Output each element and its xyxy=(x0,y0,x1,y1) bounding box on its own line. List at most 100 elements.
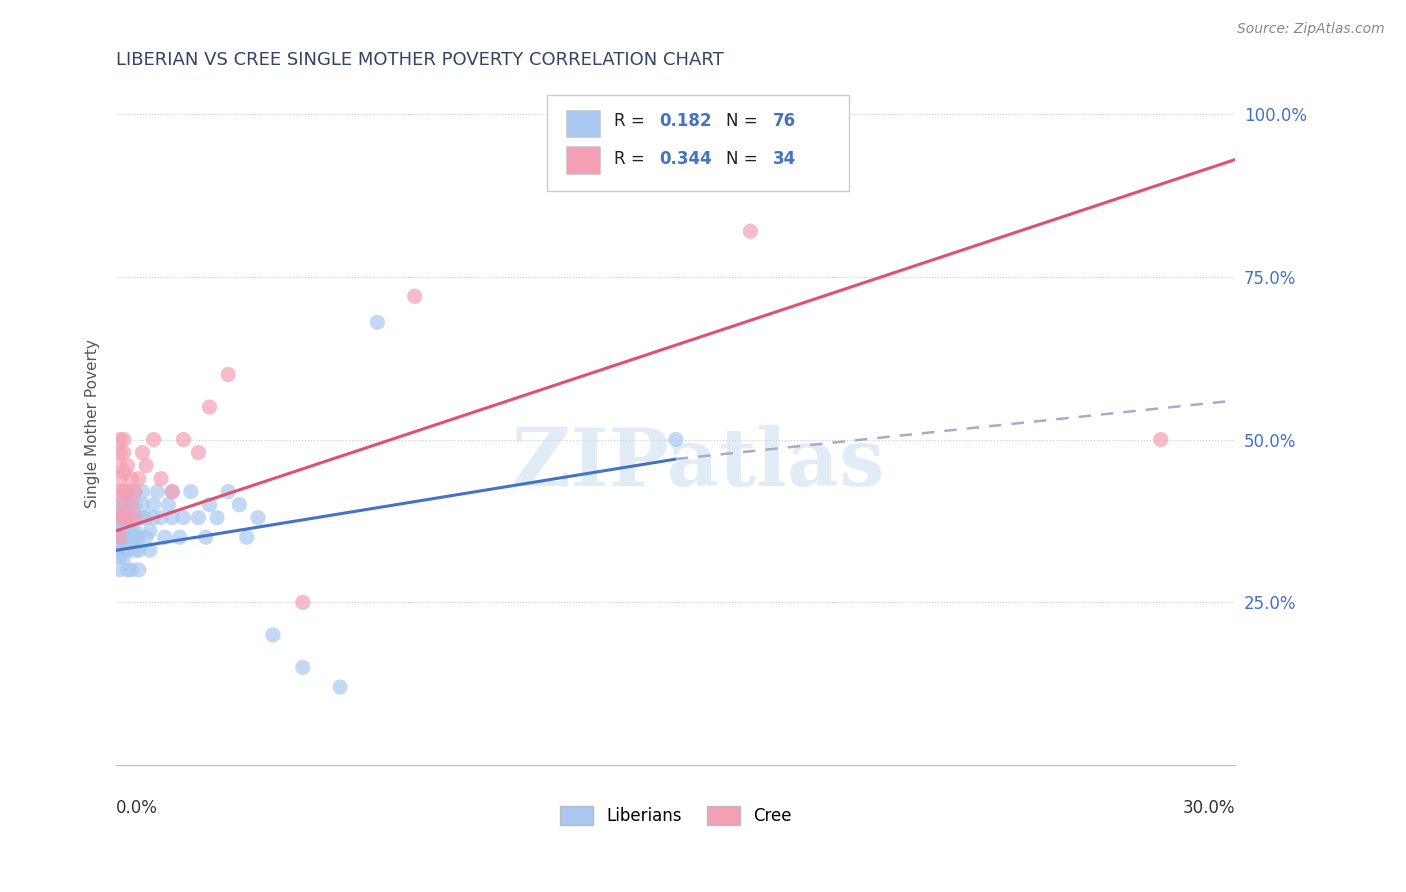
Point xyxy=(108,458,131,473)
Point xyxy=(108,504,131,518)
Point xyxy=(117,524,139,538)
Point xyxy=(112,510,135,524)
Point xyxy=(135,510,157,524)
Point xyxy=(112,445,135,459)
Point xyxy=(187,510,209,524)
Point xyxy=(205,510,228,524)
Point xyxy=(217,484,239,499)
Point xyxy=(120,498,142,512)
Point xyxy=(117,543,139,558)
FancyBboxPatch shape xyxy=(547,95,849,191)
Point xyxy=(198,400,221,414)
Point xyxy=(108,524,131,538)
Point xyxy=(108,524,131,538)
Point xyxy=(120,530,142,544)
Text: Source: ZipAtlas.com: Source: ZipAtlas.com xyxy=(1237,22,1385,37)
Point xyxy=(108,484,131,499)
Point xyxy=(160,484,183,499)
Point xyxy=(131,510,153,524)
Point xyxy=(228,498,250,512)
Point xyxy=(112,530,135,544)
Point xyxy=(117,498,139,512)
Point xyxy=(128,510,150,524)
Point xyxy=(124,530,146,544)
Point xyxy=(135,458,157,473)
Point xyxy=(172,433,194,447)
Point xyxy=(112,517,135,532)
Point xyxy=(1150,433,1173,447)
Point xyxy=(198,498,221,512)
Point xyxy=(128,530,150,544)
Point xyxy=(117,510,139,524)
Text: 30.0%: 30.0% xyxy=(1182,799,1236,817)
Point xyxy=(131,484,153,499)
Point xyxy=(128,563,150,577)
FancyBboxPatch shape xyxy=(567,146,600,174)
Point xyxy=(131,498,153,512)
Text: 76: 76 xyxy=(773,112,796,130)
Point xyxy=(665,433,688,447)
Point xyxy=(120,563,142,577)
Point xyxy=(108,549,131,564)
Text: N =: N = xyxy=(725,150,763,168)
Point xyxy=(108,498,131,512)
Point xyxy=(262,628,284,642)
Point xyxy=(120,498,142,512)
Point xyxy=(169,530,191,544)
Point xyxy=(108,563,131,577)
Point xyxy=(740,224,762,238)
Point xyxy=(108,510,131,524)
Point xyxy=(108,530,131,544)
Point xyxy=(112,484,135,499)
Point xyxy=(112,549,135,564)
Point xyxy=(117,530,139,544)
Text: R =: R = xyxy=(614,150,650,168)
Text: LIBERIAN VS CREE SINGLE MOTHER POVERTY CORRELATION CHART: LIBERIAN VS CREE SINGLE MOTHER POVERTY C… xyxy=(117,51,724,69)
Point xyxy=(329,680,352,694)
Point xyxy=(131,445,153,459)
Point xyxy=(146,484,169,499)
Point xyxy=(124,498,146,512)
Point xyxy=(217,368,239,382)
Text: 0.344: 0.344 xyxy=(659,150,711,168)
Point xyxy=(117,484,139,499)
Point xyxy=(108,510,131,524)
Text: N =: N = xyxy=(725,112,763,130)
Point xyxy=(150,510,173,524)
Text: 0.0%: 0.0% xyxy=(117,799,157,817)
Point xyxy=(117,484,139,499)
Point xyxy=(108,537,131,551)
Point xyxy=(112,484,135,499)
Point xyxy=(108,530,131,544)
Point xyxy=(236,530,259,544)
Point xyxy=(142,498,165,512)
Point xyxy=(112,465,135,479)
Point xyxy=(194,530,217,544)
Point xyxy=(112,510,135,524)
Point xyxy=(124,543,146,558)
Point xyxy=(150,472,173,486)
Point xyxy=(142,510,165,524)
Point xyxy=(124,484,146,499)
Y-axis label: Single Mother Poverty: Single Mother Poverty xyxy=(86,339,100,508)
Point xyxy=(142,433,165,447)
Point xyxy=(112,498,135,512)
Point xyxy=(112,530,135,544)
Point xyxy=(124,484,146,499)
Point xyxy=(108,445,131,459)
Point xyxy=(247,510,270,524)
Point xyxy=(117,563,139,577)
FancyBboxPatch shape xyxy=(567,110,600,137)
Point xyxy=(187,445,209,459)
Point xyxy=(112,433,135,447)
Point xyxy=(124,510,146,524)
Point xyxy=(160,484,183,499)
Point xyxy=(139,543,162,558)
Text: ZIPatlas: ZIPatlas xyxy=(512,425,884,503)
Point xyxy=(124,524,146,538)
Point xyxy=(108,498,131,512)
Point xyxy=(112,543,135,558)
Text: 34: 34 xyxy=(773,150,796,168)
Point xyxy=(112,510,135,524)
Point xyxy=(160,510,183,524)
